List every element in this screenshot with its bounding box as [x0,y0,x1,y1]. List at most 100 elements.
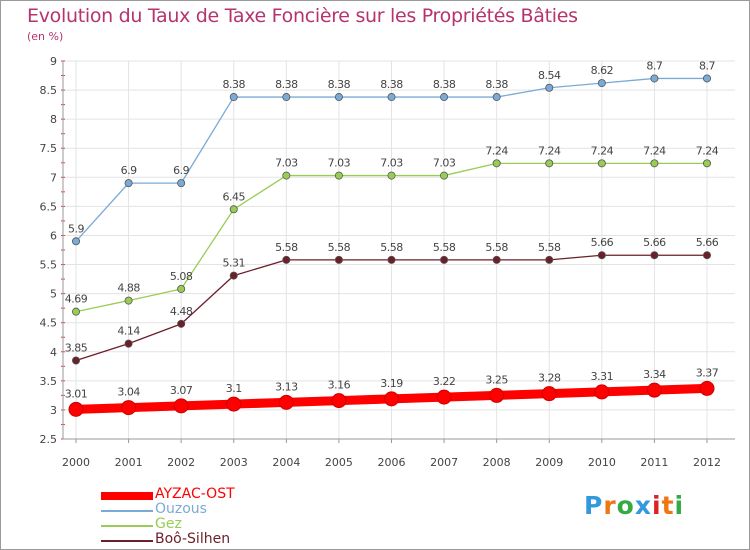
data-label: 7.24 [538,144,561,157]
y-tick-label: 7.5 [40,142,58,155]
logo-letter: t [661,491,675,520]
y-tick-label: 8 [50,113,57,126]
data-label: 8.38 [485,78,508,91]
data-label: 3.85 [65,341,88,354]
y-tick-label: 4.5 [40,317,58,330]
y-tick-label: 8.5 [40,84,58,97]
y-tick-label: 9 [50,55,57,68]
data-point [331,393,347,409]
data-label: 5.58 [485,241,508,254]
data-label: 8.54 [538,69,561,82]
data-label: 3.34 [643,368,666,381]
data-point [387,255,396,264]
logo-letter: o [616,491,635,520]
x-tick-label: 2007 [430,456,458,469]
data-label: 4.88 [117,282,140,295]
data-label: 8.38 [328,78,351,91]
data-point [545,83,554,92]
legend-label: Boô-Silhen [155,531,231,547]
data-label: 5.58 [275,241,298,254]
data-point [492,93,501,102]
x-tick-label: 2003 [220,456,248,469]
data-point [387,93,396,102]
data-label: 8.7 [646,59,662,72]
logo-letter: i [674,491,685,520]
x-tick-label: 2011 [640,456,668,469]
x-tick-label: 2004 [272,456,300,469]
data-label: 3.25 [485,373,508,386]
data-point [229,93,238,102]
data-label: 6.9 [173,164,189,177]
data-point [703,74,712,83]
data-point [650,251,659,260]
data-point [650,74,659,83]
data-point [334,255,343,264]
y-tick-label: 2.5 [40,433,58,446]
y-tick-label: 5.5 [40,259,58,272]
data-label: 7.03 [328,157,351,170]
data-point [229,271,238,280]
data-label: 5.66 [591,236,614,249]
data-label: 8.7 [699,59,715,72]
data-label: 3.01 [65,387,88,400]
x-tick-label: 2009 [535,456,563,469]
legend-label: Gez [155,516,182,532]
data-point [278,394,294,410]
data-label: 4.48 [170,305,193,318]
data-point [72,237,81,246]
y-tick-label: 4 [50,346,57,359]
data-point [597,159,606,168]
data-point [229,205,238,214]
data-label: 7.03 [275,157,298,170]
label-layer: 5.9 6.9 6.9 8.38 8.38 8.38 8.38 8.38 8.38 8.54 8.6… [65,59,719,400]
data-point [72,356,81,365]
data-point [177,284,186,293]
data-label: 3.22 [433,375,456,388]
data-label: 5.9 [68,222,84,235]
data-label: 8.38 [380,78,403,91]
data-label: 8.38 [433,78,456,91]
legend-label: Ouzous [155,501,207,517]
data-label: 8.38 [223,78,246,91]
data-point [124,179,133,188]
logo-letter: x [634,491,652,520]
data-point [121,400,137,416]
data-point [646,382,662,398]
data-point [489,387,505,403]
data-point [334,171,343,180]
data-point [334,93,343,102]
data-label: 7.24 [591,144,614,157]
axis-layer: 2.5 3 3.5 4 4.5 5 5.5 6 6.5 7 7.5 8 8.5 9 2000 2001 2002… [40,55,735,469]
data-point [384,391,399,407]
x-tick-label: 2005 [325,456,353,469]
data-label: 7.03 [433,157,456,170]
data-label: 8.38 [275,78,298,91]
x-tick-label: 2001 [115,456,143,469]
data-label: 6.9 [121,164,137,177]
data-point [387,171,396,180]
data-point [703,159,712,168]
data-point [545,159,554,168]
data-point [492,159,501,168]
data-label: 3.16 [328,379,351,392]
data-label: 5.58 [328,241,351,254]
x-tick-label: 2012 [693,456,721,469]
data-point [124,296,133,305]
y-tick-label: 5 [50,288,57,301]
data-point [68,401,84,417]
chart-title: Evolution du Taux de Taxe Foncière sur l… [27,5,578,27]
legend-swatch [101,525,153,527]
x-tick-label: 2010 [588,456,616,469]
data-label: 5.58 [433,241,456,254]
data-label: 7.24 [696,144,719,157]
data-label: 4.14 [117,325,140,338]
data-point [597,251,606,260]
legend-swatch [101,540,153,542]
data-point [282,93,291,102]
data-label: 4.69 [65,293,88,306]
series-layer [68,74,715,417]
data-label: 3.1 [226,382,242,395]
data-point [650,159,659,168]
y-tick-label: 3 [50,404,57,417]
